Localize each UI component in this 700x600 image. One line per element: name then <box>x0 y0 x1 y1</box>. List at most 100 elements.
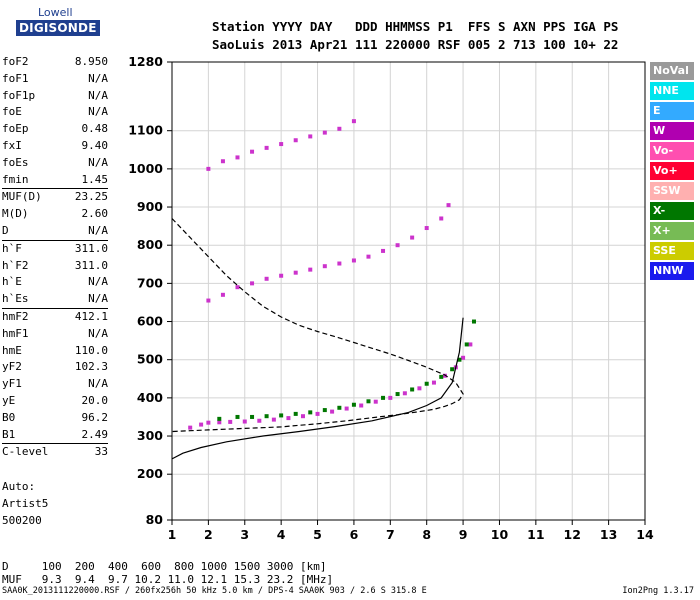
param-value: 8.950 <box>74 55 108 68</box>
param-name: M(D) <box>2 207 29 221</box>
legend-item: Vo- <box>650 142 694 160</box>
param-row: B0 96.2 <box>2 410 108 427</box>
echo-point <box>461 355 466 360</box>
echo-point <box>439 374 444 379</box>
echo-point <box>293 138 298 143</box>
echo-point <box>410 235 415 240</box>
echo-point <box>388 395 393 400</box>
autoscaling-info: Auto: Artist5 500200 <box>2 478 48 529</box>
param-row: foF1p N/A <box>2 88 108 105</box>
param-name: h`F <box>2 241 22 255</box>
echo-point <box>188 425 193 430</box>
param-value: 20.0 <box>81 393 109 407</box>
param-value: N/A <box>88 71 108 85</box>
echo-point <box>373 399 378 404</box>
param-name: h`E <box>2 275 22 289</box>
x-tick-label: 10 <box>491 527 509 542</box>
echo-point <box>395 392 400 397</box>
echo-point <box>235 285 240 290</box>
echo-point <box>217 416 222 421</box>
param-row: MUF(D) 23.25 <box>2 189 108 206</box>
param-name: MUF(D) <box>2 190 42 204</box>
param-value: 102.3 <box>74 360 108 374</box>
param-value: 412.1 <box>74 309 108 323</box>
echo-point <box>217 420 222 425</box>
param-row: h`E N/A <box>2 274 108 291</box>
param-row: yE 20.0 <box>2 393 108 410</box>
plot-frame <box>171 61 646 521</box>
y-tick-label: 400 <box>137 390 163 405</box>
y-tick-label: 900 <box>137 199 163 214</box>
param-name: fmin <box>2 172 29 186</box>
echo-point <box>308 134 313 139</box>
echo-point <box>424 226 429 231</box>
param-value: N/A <box>88 292 108 306</box>
x-tick-label: 8 <box>422 527 431 542</box>
param-value: N/A <box>88 275 108 289</box>
param-name: C-level <box>2 445 49 459</box>
legend-item: E <box>650 102 694 120</box>
param-value: 1.45 <box>81 172 109 186</box>
param-row: B1 2.49 <box>2 427 108 445</box>
param-name: foEp <box>2 122 29 136</box>
y-tick-label: 1000 <box>128 161 163 176</box>
param-value: 0.48 <box>81 122 109 136</box>
auto-code: 500200 <box>2 514 42 527</box>
electron-density-profile <box>171 218 464 433</box>
scaled-parameters-panel: foF2 8.950 foF1 N/A foF1p N/A foE N/A foEp 0.48 fx… <box>2 54 108 461</box>
param-value: N/A <box>88 223 108 237</box>
echo-point <box>206 420 211 425</box>
param-name: B0 <box>2 410 16 424</box>
param-value: 33 <box>94 445 108 459</box>
param-row: hmE 110.0 <box>2 343 108 360</box>
legend-item: SSW <box>650 182 694 200</box>
echo-point <box>424 381 429 386</box>
logo-lowell-text: Lowell <box>38 6 73 19</box>
y-tick-label: 200 <box>137 466 163 481</box>
echo-point <box>457 357 462 362</box>
echo-point <box>250 281 255 286</box>
echo-point <box>264 276 269 281</box>
echo-point <box>279 273 284 278</box>
echo-point <box>206 166 211 171</box>
param-name: fxI <box>2 138 22 152</box>
x-tick-label: 7 <box>386 527 395 542</box>
echo-point <box>322 264 327 269</box>
echo-point <box>417 386 422 391</box>
legend-item: X- <box>650 202 694 220</box>
param-name: B1 <box>2 427 16 441</box>
param-row: h`Es N/A <box>2 291 108 309</box>
muf-distance-table: D 100 200 400 600 800 1000 1500 3000 [km… <box>2 560 333 586</box>
echo-point <box>293 270 298 275</box>
y-tick-label: 600 <box>137 314 163 329</box>
param-row: h`F2 311.0 <box>2 258 108 275</box>
y-tick-label: 700 <box>137 275 163 290</box>
param-value: 311.0 <box>74 241 108 255</box>
param-row: foEp 0.48 <box>2 121 108 138</box>
x-tick-label: 12 <box>564 527 581 542</box>
echo-point <box>446 203 451 208</box>
echo-point <box>250 149 255 154</box>
param-row: C-level 33 <box>2 444 108 461</box>
echo-point <box>308 267 313 272</box>
y-tick-label: 80 <box>146 512 164 527</box>
logo-digisonde-text: DIGISONDE <box>16 20 100 36</box>
x-tick-label: 1 <box>168 527 177 542</box>
echo-point <box>431 380 436 385</box>
echo-point <box>257 418 262 423</box>
echo-point <box>359 403 364 408</box>
param-name: hmF2 <box>2 309 29 323</box>
param-row: foE N/A <box>2 104 108 121</box>
param-name: yF2 <box>2 360 22 374</box>
param-row: fmin 1.45 <box>2 172 108 190</box>
x-tick-label: 9 <box>459 527 468 542</box>
echo-point <box>220 159 225 164</box>
echo-point <box>300 414 305 419</box>
param-name: h`Es <box>2 292 29 306</box>
param-name: foE <box>2 105 22 119</box>
echo-point <box>450 367 455 372</box>
x-tick-label: 2 <box>204 527 213 542</box>
param-value: N/A <box>88 326 108 340</box>
param-name: foF1 <box>2 71 29 85</box>
legend-item: W <box>650 122 694 140</box>
